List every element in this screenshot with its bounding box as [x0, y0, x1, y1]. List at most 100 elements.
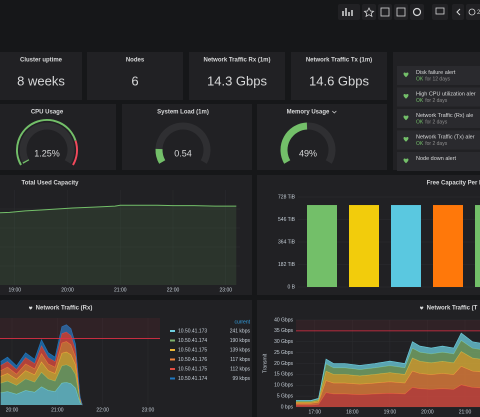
save-icon — [396, 7, 406, 17]
y-tick-label: 0 bps — [281, 404, 294, 410]
panel-title: Nodes — [126, 58, 145, 64]
legend-label: 10.50.41.174 — [178, 338, 207, 344]
share-button[interactable] — [378, 4, 392, 20]
panel-background — [189, 52, 285, 100]
area-line — [0, 324, 83, 406]
area-fill — [296, 366, 480, 406]
gauge-label: 49% — [299, 148, 317, 158]
dropdown-caret — [332, 110, 337, 114]
panel-title: CPU Usage — [31, 110, 64, 116]
gauge-threshold — [16, 119, 77, 166]
panel-background — [0, 52, 82, 100]
area-line — [296, 332, 480, 401]
panel: CPU Usage 1.25% — [0, 104, 116, 170]
panel-content: Network Traffic Tx (1m) 14.6 Gbps — [306, 58, 372, 89]
area-fill — [0, 351, 83, 405]
heart-icon — [403, 137, 409, 142]
gauge-label: 1.25% — [34, 148, 60, 158]
alert-state: OK — [416, 98, 424, 104]
bar — [307, 205, 337, 287]
bar — [391, 205, 421, 287]
y-tick-label: 182 TiB — [278, 262, 296, 268]
line — [0, 204, 237, 214]
area-fill — [0, 331, 83, 405]
toolbar: 2 — [338, 4, 480, 20]
x-tick-label: 20:00 — [61, 287, 74, 293]
legend-swatch — [170, 358, 175, 361]
panel-content: Memory Usage 49% — [280, 110, 337, 164]
heart-icon — [403, 72, 409, 78]
heart-icon — [403, 115, 409, 121]
x-tick-label: 21:00 — [114, 287, 127, 293]
bar — [433, 205, 463, 287]
time-back-button[interactable] — [452, 4, 464, 20]
alert-status: OK for 2 days — [416, 141, 448, 147]
y-tick-label: 30 Gbps — [274, 339, 293, 345]
gauge-value — [22, 159, 30, 164]
star-icon — [363, 7, 375, 18]
area-line — [0, 331, 83, 406]
alert-state: OK — [416, 141, 424, 147]
x-tick-label: 18:00 — [346, 409, 359, 415]
y-tick-label: 0 B — [287, 284, 295, 290]
panel-title: Network Traffic (T — [427, 306, 478, 312]
alert-item — [397, 66, 480, 85]
panel-title: Network Traffic Tx (1m) — [306, 58, 372, 64]
legend-value: 99 kbps — [232, 376, 250, 382]
alert-item — [397, 130, 480, 150]
panel-background — [291, 52, 387, 100]
x-tick-label: 19:00 — [384, 409, 397, 415]
stat-value: 8 weeks — [17, 73, 65, 88]
x-tick-label: 20:00 — [6, 407, 19, 413]
panel-title: Network Traffic Rx (1m) — [203, 58, 270, 64]
legend-swatch — [170, 377, 175, 380]
panel-title: System Load (1m) — [157, 110, 209, 116]
legend-value: 139 kbps — [230, 347, 251, 353]
settings-button[interactable] — [410, 4, 424, 20]
time-range: 2 — [477, 10, 480, 16]
gauge-label: 0.54 — [174, 148, 192, 158]
legend-value: 112 kbps — [230, 366, 250, 372]
legend-header: current — [234, 319, 250, 325]
cycle-view-button[interactable] — [432, 4, 448, 20]
time-picker[interactable] — [466, 4, 480, 20]
heart-icon — [28, 306, 33, 310]
legend-swatch — [170, 330, 175, 332]
gauge-track — [155, 122, 211, 164]
panel-title: Free Capacity Per N — [427, 181, 480, 187]
gauge-value — [280, 122, 308, 164]
panel: System Load (1m) 0.54 — [122, 104, 252, 170]
panel-content: Total Used Capacity 19:00 20:00 21:00 22:00 2… — [0, 181, 240, 293]
area-fill — [296, 384, 480, 407]
area-fill — [0, 364, 83, 405]
alert-state: OK — [416, 77, 424, 83]
area-fill — [296, 340, 480, 402]
panel-title: Memory Usage — [287, 110, 330, 116]
panel-title: Cluster uptime — [20, 58, 63, 64]
panel-content: System Load (1m) 0.54 — [155, 110, 211, 164]
y-tick-label: 15 Gbps — [274, 372, 293, 378]
y-tick-label: 20 Gbps — [274, 361, 293, 367]
alert-age: for 2 days — [425, 98, 447, 104]
panel-content: Nodes 6 — [126, 58, 145, 89]
gauge-value — [155, 148, 166, 164]
alert-state: OK — [416, 120, 424, 126]
threshold-zone — [0, 318, 160, 339]
alert-age: for 12 days — [425, 77, 450, 83]
panel-content: Cluster uptime 8 weeks — [17, 58, 65, 89]
heart-icon — [403, 94, 409, 99]
save-button[interactable] — [394, 4, 408, 20]
legend-label: 10.50.41.175 — [178, 366, 207, 372]
alert-item — [397, 109, 480, 128]
line-area-fill — [0, 205, 237, 285]
star-button[interactable] — [362, 4, 376, 20]
y-tick-label: 364 TiB — [278, 239, 296, 245]
y-tick-label: 40 Gbps — [274, 317, 293, 323]
panel: Total Used Capacity 19:00 20:00 21:00 22:00 2… — [0, 175, 252, 295]
legend-label: 10.50.41.174 — [178, 376, 207, 382]
x-tick-label: 17:00 — [309, 409, 322, 415]
y-tick-label: 5 Gbps — [277, 393, 294, 399]
